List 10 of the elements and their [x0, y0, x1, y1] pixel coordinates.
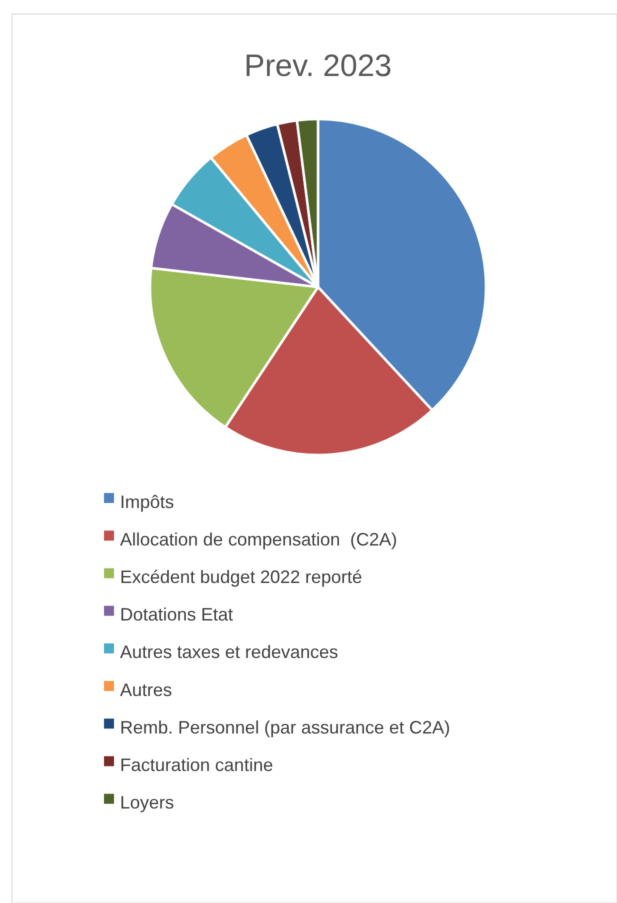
- legend-label: Facturation cantine: [120, 754, 274, 775]
- legend-label: Excédent budget 2022 reporté: [120, 566, 362, 587]
- legend-label: Autres: [120, 680, 172, 700]
- legend-label: Remb. Personnel (par assurance et C2A): [120, 717, 450, 738]
- chart-title: Prev. 2023: [244, 48, 392, 83]
- legend-label: Dotations Etat: [120, 604, 234, 625]
- legend-label: Impôts: [120, 492, 174, 512]
- legend-label: Autres taxes et redevances: [120, 642, 338, 662]
- legend-label: Loyers: [120, 792, 174, 813]
- legend-label: Allocation de compensation (C2A): [120, 529, 398, 550]
